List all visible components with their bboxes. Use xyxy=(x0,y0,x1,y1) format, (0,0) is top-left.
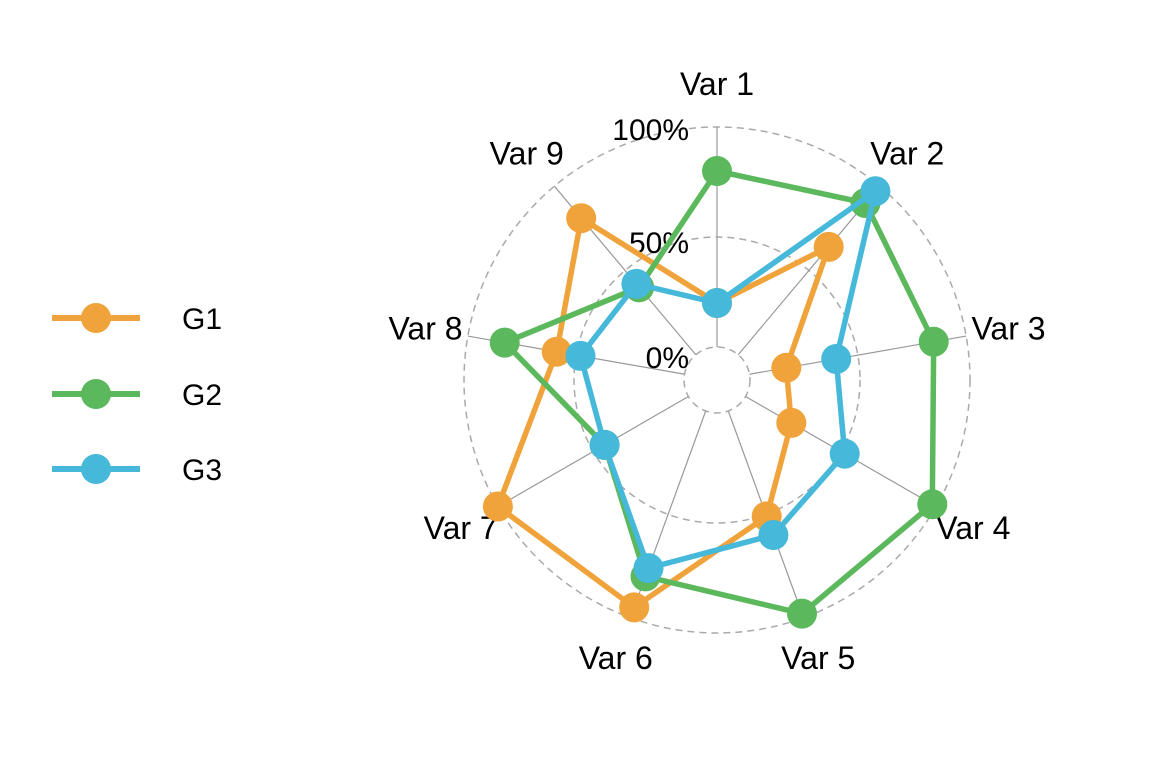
axis-label-var-5: Var 5 xyxy=(781,640,855,676)
series-line-g2 xyxy=(501,168,937,617)
legend-label-g3: G3 xyxy=(182,454,222,487)
grid-circle-0 xyxy=(683,346,751,414)
series-line-g1 xyxy=(495,215,832,611)
point-g3-var-3 xyxy=(821,344,852,374)
point-g3-var-1 xyxy=(702,288,732,318)
legend-label-g1: G1 xyxy=(182,303,222,336)
point-g3-var-9 xyxy=(621,268,652,299)
legend-item-g2: G2 xyxy=(52,379,222,412)
axis-label-var-2: Var 2 xyxy=(870,135,944,171)
point-g2-var-3 xyxy=(918,326,949,357)
radar-axes xyxy=(467,127,967,618)
point-g3-var-6 xyxy=(633,553,664,584)
legend: G1 G2 G3 xyxy=(52,303,222,487)
axis-label-var-3: Var 3 xyxy=(971,311,1045,347)
axis-label-var-9: Var 9 xyxy=(490,135,564,171)
legend-swatch-dot-g3 xyxy=(81,454,111,484)
point-g1-var-3 xyxy=(771,352,802,383)
point-g1-var-8 xyxy=(541,336,572,367)
point-g1-var-4 xyxy=(776,407,807,438)
axis-labels: Var 1 Var 2 Var 3 Var 4 Var 5 Var 6 Var 7 Var 8… xyxy=(388,66,1045,676)
legend-label-g2: G2 xyxy=(182,379,222,412)
point-g1-var-9 xyxy=(566,203,597,234)
point-g3-var-4 xyxy=(829,438,860,469)
point-g2-var-4 xyxy=(917,489,948,520)
grid-label-0: 0% xyxy=(646,342,689,375)
radar-series xyxy=(482,156,949,629)
series-g1 xyxy=(482,203,844,623)
legend-item-g3: G3 xyxy=(52,454,222,487)
legend-swatch-dot-g1 xyxy=(81,303,111,333)
point-g3-var-8 xyxy=(565,340,596,371)
axis-label-var-6: Var 6 xyxy=(579,640,653,676)
point-g1-var-6 xyxy=(619,592,650,623)
axis-label-var-8: Var 8 xyxy=(388,311,462,347)
point-g1-var-7 xyxy=(482,491,513,522)
legend-swatch-dot-g2 xyxy=(81,379,111,409)
series-g2 xyxy=(489,156,949,629)
grid-percent-labels: 0% 50% 100% xyxy=(612,114,689,375)
series-line-g3 xyxy=(577,188,879,571)
point-g3-var-7 xyxy=(589,429,620,460)
grid-label-100: 100% xyxy=(612,114,689,147)
point-g3-var-2 xyxy=(860,176,891,207)
axis-label-var-1: Var 1 xyxy=(680,66,754,102)
series-g3 xyxy=(565,176,891,584)
axis-label-var-7: Var 7 xyxy=(424,510,498,546)
point-g2-var-1 xyxy=(702,156,732,186)
axis-label-var-4: Var 4 xyxy=(936,510,1010,546)
point-g3-var-5 xyxy=(758,520,789,550)
point-g2-var-8 xyxy=(489,327,520,358)
point-g1-var-2 xyxy=(813,231,844,262)
legend-item-g1: G1 xyxy=(52,303,222,336)
point-g2-var-5 xyxy=(787,598,817,629)
